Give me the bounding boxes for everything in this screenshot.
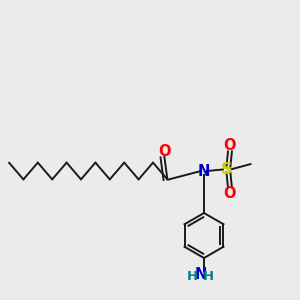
Text: S: S — [221, 162, 232, 177]
Text: O: O — [224, 186, 236, 201]
Text: H: H — [187, 270, 198, 284]
Text: O: O — [224, 138, 236, 153]
Text: N: N — [198, 164, 210, 178]
Text: H: H — [203, 270, 214, 284]
Text: O: O — [158, 144, 171, 159]
Text: N: N — [194, 267, 207, 282]
